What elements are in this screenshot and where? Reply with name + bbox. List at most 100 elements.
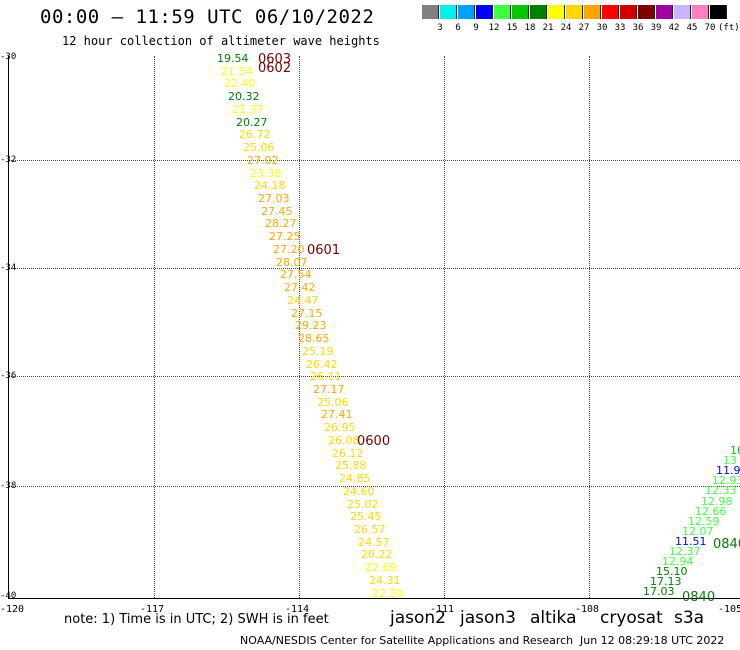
grid-line-lat — [9, 160, 740, 161]
grid-line-lon — [589, 56, 590, 598]
satellite-s3a: s3a — [674, 608, 705, 628]
swh-value-label: 21.37 — [232, 103, 264, 116]
color-swatch — [602, 5, 619, 19]
swh-value-label: 28.65 — [298, 332, 330, 345]
color-swatch — [494, 5, 511, 19]
color-swatch — [638, 5, 655, 19]
track-time-label: 0601 — [307, 243, 341, 258]
color-scale-label: 30 — [596, 23, 608, 33]
swh-value-label: 17.13 — [650, 575, 682, 588]
swh-value-label: 12.59 — [688, 515, 720, 528]
x-tick-label: -105 — [718, 604, 740, 615]
swh-value-label: 17.03 — [643, 585, 675, 598]
color-scale-label: 36 — [632, 23, 644, 33]
track-time-label: 0840 — [713, 537, 740, 552]
swh-value-label: 27.42 — [284, 281, 316, 294]
swh-value-label: 29.23 — [295, 319, 327, 332]
color-scale-label: 33 — [614, 23, 626, 33]
y-tick-label: -30 — [0, 52, 17, 62]
map-plot-area — [8, 56, 740, 599]
color-swatch — [674, 5, 691, 19]
color-swatch — [512, 5, 529, 19]
swh-value-label: 22.20 — [372, 587, 404, 600]
satellite-jason2: jason2 — [390, 608, 446, 628]
swh-value-label: 24.57 — [358, 536, 390, 549]
swh-value-label: 27.25 — [269, 230, 301, 243]
swh-value-label: 12.93 — [712, 474, 740, 487]
swh-value-label: 25.45 — [350, 510, 382, 523]
swh-value-label: 24.47 — [287, 294, 319, 307]
swh-value-label: 24.85 — [339, 472, 371, 485]
satellite-jason3: jason3 — [460, 608, 516, 628]
swh-value-label: 26.72 — [239, 128, 271, 141]
swh-value-label: 28.07 — [276, 256, 308, 269]
swh-value-label: 12.33 — [705, 484, 737, 497]
swh-value-label: 25.02 — [347, 498, 379, 511]
color-swatch — [584, 5, 601, 19]
y-tick-label: -32 — [0, 155, 17, 165]
swh-value-label: 24.31 — [369, 574, 401, 587]
swh-value-label: 24.18 — [254, 179, 286, 192]
y-tick-label: -36 — [0, 371, 17, 381]
color-swatch — [656, 5, 673, 19]
y-tick-label: -34 — [0, 263, 17, 273]
y-tick-label: -40 — [0, 591, 17, 601]
swh-value-label: 20.27 — [236, 116, 268, 129]
credit-text: NOAA/NESDIS Center for Satellite Applica… — [240, 634, 574, 647]
y-tick-label: -38 — [0, 481, 17, 491]
color-scale-label: 18 — [524, 23, 536, 33]
swh-value-label: 15.10 — [656, 565, 688, 578]
swh-value-label: 22.69 — [365, 561, 397, 574]
grid-line-lat — [9, 268, 740, 269]
color-swatch — [548, 5, 565, 19]
color-swatch — [422, 5, 439, 19]
swh-value-label: 27.45 — [261, 205, 293, 218]
swh-value-label: 22.40 — [224, 77, 256, 90]
x-tick-label: -108 — [575, 604, 600, 615]
swh-value-label: 27.03 — [258, 192, 290, 205]
color-scale-label: 42 — [668, 23, 680, 33]
color-scale-label: 45 — [686, 23, 698, 33]
swh-value-label: 26.57 — [354, 523, 386, 536]
grid-line-lon — [154, 56, 155, 598]
swh-value-label: 25.06 — [317, 396, 349, 409]
swh-value-label: 27.41 — [321, 408, 353, 421]
x-tick-label: -114 — [285, 604, 310, 615]
color-swatch — [620, 5, 637, 19]
color-scale-label: 6 — [455, 23, 461, 33]
swh-value-label: 27.17 — [313, 383, 345, 396]
track-time-label: 0603 — [258, 52, 292, 67]
track-time-label: 0840 — [682, 590, 716, 605]
satellite-altika: altika — [530, 608, 577, 628]
swh-value-label: 26.95 — [324, 421, 356, 434]
swh-value-label: 26.42 — [306, 358, 338, 371]
swh-value-label: 25.19 — [302, 345, 334, 358]
swh-value-label: 26.22 — [361, 548, 393, 561]
footer-note: note: 1) Time is in UTC; 2) SWH is in fe… — [64, 612, 329, 627]
swh-value-label: 19.54 — [217, 52, 249, 65]
swh-value-label: 26.08 — [328, 434, 360, 447]
swh-value-label: 27.15 — [291, 307, 323, 320]
swh-value-label: 12.37 — [669, 545, 701, 558]
satellite-cryosat: cryosat — [600, 608, 663, 628]
swh-value-label: 12.07 — [682, 525, 714, 538]
color-scale-label: 27 — [578, 23, 590, 33]
map-subtitle: 12 hour collection of altimeter wave hei… — [62, 34, 380, 48]
color-swatch — [530, 5, 547, 19]
swh-value-label: 26.11 — [310, 370, 342, 383]
grid-line-lon — [444, 56, 445, 598]
x-tick-label: -111 — [430, 604, 455, 615]
grid-line-lat — [9, 486, 740, 487]
color-swatch — [458, 5, 475, 19]
color-scale-label: 3 — [437, 23, 443, 33]
color-scale-label: 12 — [488, 23, 500, 33]
swh-value-label: 25.88 — [335, 459, 367, 472]
grid-line-lat — [9, 376, 740, 377]
swh-value-label: 25.06 — [243, 141, 275, 154]
color-swatch — [440, 5, 457, 19]
color-scale-label: 15 — [506, 23, 518, 33]
track-time-label: 0600 — [357, 434, 391, 449]
swh-value-label: 11.51 — [675, 535, 707, 548]
map-title: 00:00 – 11:59 UTC 06/10/2022 — [40, 6, 375, 28]
color-scale-label: 39 — [650, 23, 662, 33]
